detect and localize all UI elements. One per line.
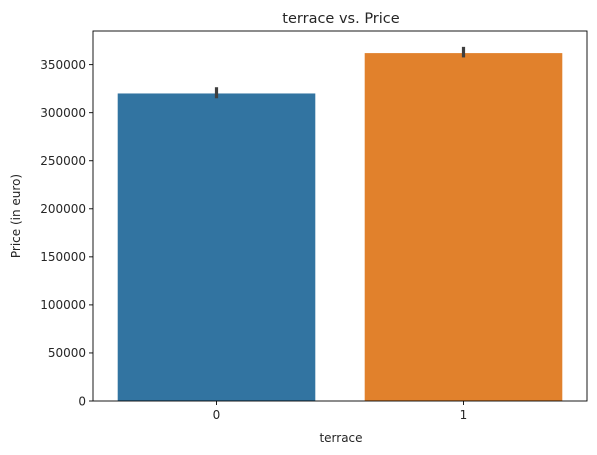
- x-axis-label: terrace: [319, 431, 362, 445]
- x-tick-label-0: 0: [213, 408, 221, 422]
- chart-title: terrace vs. Price: [282, 11, 399, 27]
- y-tick-label: 250000: [40, 154, 86, 168]
- error-bars-layer: [214, 46, 466, 99]
- plot-frame: [92, 30, 588, 402]
- y-tick-label: 50000: [48, 346, 86, 360]
- x-tick-label-1: 1: [460, 408, 468, 422]
- y-tick-label: 0: [78, 394, 86, 408]
- bar-terrace-0: [117, 93, 316, 401]
- y-axis-label: Price (in euro): [9, 174, 23, 258]
- bars-layer: [117, 53, 563, 402]
- y-tick-label: 200000: [40, 202, 86, 216]
- y-tick-label: 300000: [40, 106, 86, 120]
- bar-terrace-1: [364, 53, 563, 402]
- y-tick-label: 100000: [40, 298, 86, 312]
- y-axis: 0 50000 100000 150000 200000 250000 300000 3500…: [40, 58, 93, 408]
- y-tick-label: 350000: [40, 58, 86, 72]
- y-tick-label: 150000: [40, 250, 86, 264]
